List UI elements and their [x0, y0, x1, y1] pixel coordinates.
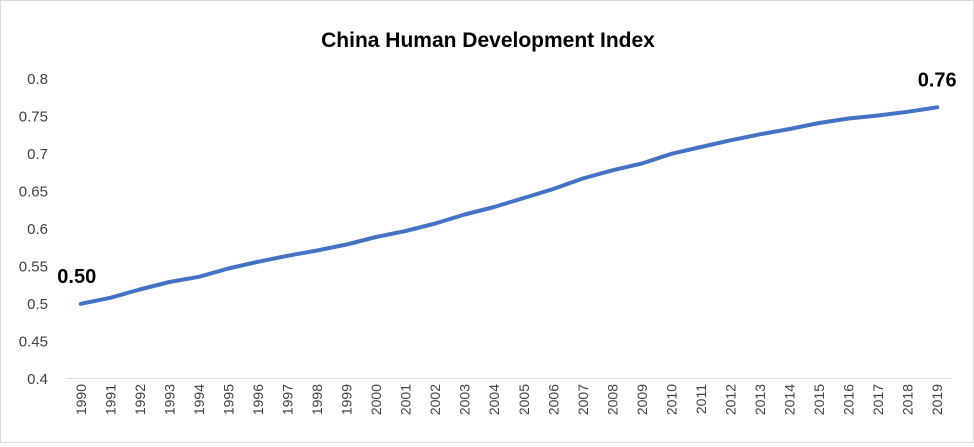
- x-tick-label: 2005: [516, 384, 532, 415]
- x-tick-label: 1996: [250, 384, 266, 415]
- x-tick-label: 2003: [457, 384, 473, 415]
- data-label: 0.50: [57, 266, 96, 288]
- y-tick-label: 0.7: [27, 146, 48, 163]
- x-tick-label: 1994: [191, 384, 207, 415]
- x-tick-label: 2011: [693, 384, 709, 414]
- x-tick-label: 2016: [841, 384, 857, 415]
- y-tick-label: 0.5: [27, 296, 48, 313]
- y-tick-label: 0.6: [27, 221, 48, 238]
- series-group: [78, 105, 940, 306]
- x-tick-label: 2014: [782, 384, 798, 415]
- x-axis: 1990 1991 1992 1993 1994 1995 1996 1997 1998 1999…: [66, 378, 952, 415]
- x-tick-label: 2001: [398, 384, 414, 415]
- x-tick-label: 1995: [220, 384, 236, 415]
- y-tick-label: 0.8: [27, 71, 48, 88]
- x-tick-label: 2000: [368, 384, 384, 415]
- y-tick-label: 0.55: [19, 259, 48, 276]
- y-tick-label: 0.45: [19, 334, 48, 351]
- y-tick-label: 0.65: [19, 184, 48, 201]
- x-tick-label: 1993: [161, 384, 177, 415]
- x-tick-label: 2004: [486, 384, 502, 415]
- x-tick-label: 2008: [604, 384, 620, 415]
- x-tick-label: 2002: [427, 384, 443, 415]
- annotations: 0.50 0.76: [57, 69, 956, 288]
- x-tick-label: 1997: [280, 384, 296, 415]
- x-tick-label: 2015: [811, 384, 827, 415]
- x-tick-label: 2010: [663, 384, 679, 415]
- x-tick-label: 2007: [575, 384, 591, 415]
- x-tick-label: 2012: [723, 384, 739, 415]
- y-tick-label: 0.75: [19, 109, 48, 126]
- series-line: [78, 105, 940, 306]
- x-tick-label: 2017: [870, 384, 886, 415]
- x-tick-label: 2006: [545, 384, 561, 415]
- x-tick-label: 2013: [752, 384, 768, 415]
- y-axis: 0.4 0.45 0.5 0.55 0.6 0.65 0.7 0.75 0.8: [19, 71, 48, 388]
- x-tick-label: 1992: [132, 384, 148, 415]
- x-tick-label: 2018: [900, 384, 916, 415]
- x-tick-label: 1999: [339, 384, 355, 415]
- x-tick-label: 2009: [634, 384, 650, 415]
- x-tick-label: 1990: [73, 384, 89, 415]
- x-tick-label: 1991: [102, 384, 118, 415]
- chart-title: China Human Development Index: [321, 29, 655, 52]
- y-tick-label: 0.4: [27, 371, 48, 388]
- data-label: 0.76: [918, 69, 957, 91]
- x-tick-label: 1998: [309, 384, 325, 415]
- x-tick-label: 2019: [929, 384, 945, 415]
